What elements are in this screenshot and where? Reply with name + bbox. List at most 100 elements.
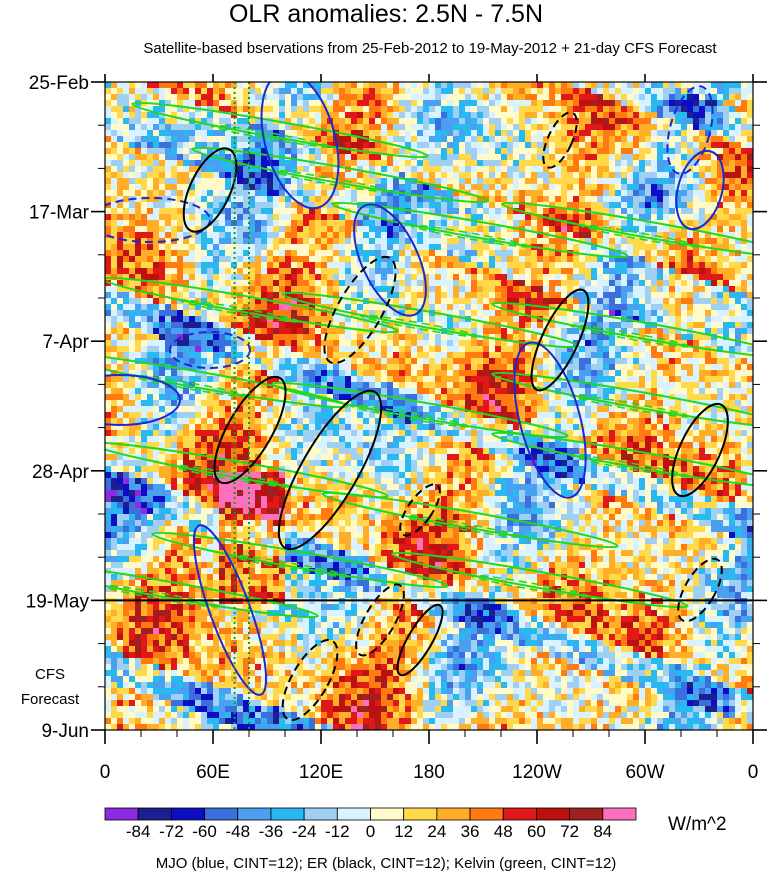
heat-cell: [645, 286, 652, 293]
heat-cell: [213, 286, 220, 293]
heat-cell: [123, 316, 130, 323]
heat-cell: [579, 298, 586, 305]
heat-cell: [663, 244, 670, 251]
heat-cell: [663, 226, 670, 233]
heat-cell: [591, 256, 598, 263]
heat-cell: [471, 352, 478, 359]
heat-cell: [561, 250, 568, 257]
heat-cell: [717, 184, 724, 191]
heat-cell: [147, 334, 154, 341]
heat-cell: [501, 214, 508, 221]
heat-cell: [243, 238, 250, 245]
heat-cell: [159, 184, 166, 191]
heat-cell: [507, 196, 514, 203]
heat-cell: [507, 352, 514, 359]
heat-cell: [645, 142, 652, 149]
heat-cell: [687, 274, 694, 281]
heat-cell: [153, 130, 160, 137]
heat-cell: [579, 244, 586, 251]
heat-cell: [195, 82, 202, 89]
heat-cell: [567, 238, 574, 245]
heat-cell: [135, 292, 142, 299]
heat-cell: [741, 328, 748, 335]
heat-cell: [591, 148, 598, 155]
heat-cell: [183, 136, 190, 143]
heat-cell: [591, 286, 598, 293]
heat-cell: [363, 166, 370, 173]
heat-cell: [225, 322, 232, 329]
heat-cell: [507, 322, 514, 329]
heat-cell: [633, 328, 640, 335]
heat-cell: [159, 220, 166, 227]
heat-cell: [369, 220, 376, 227]
heat-cell: [357, 100, 364, 107]
heat-cell: [501, 190, 508, 197]
heat-cell: [585, 328, 592, 335]
heat-cell: [495, 88, 502, 95]
heat-cell: [747, 310, 753, 317]
heat-cell: [183, 358, 190, 365]
heat-cell: [579, 346, 586, 353]
heat-cell: [273, 130, 280, 137]
heat-cell: [417, 142, 424, 149]
heat-cell: [471, 292, 478, 299]
heat-cell: [549, 214, 556, 221]
heat-cell: [291, 94, 298, 101]
heat-cell: [255, 256, 262, 263]
heat-cell: [645, 88, 652, 95]
heat-cell: [627, 226, 634, 233]
heat-cell: [693, 106, 700, 113]
heat-cell: [429, 316, 436, 323]
heat-cell: [393, 136, 400, 143]
heat-cell: [537, 124, 544, 131]
heat-cell: [459, 322, 466, 329]
heat-cell: [405, 88, 412, 95]
heat-cell: [393, 352, 400, 359]
heat-cell: [327, 262, 334, 269]
heat-cell: [597, 334, 604, 341]
heat-cell: [111, 82, 118, 89]
heat-cell: [165, 88, 172, 95]
heat-cell: [711, 226, 718, 233]
heat-cell: [669, 172, 676, 179]
heat-cell: [357, 334, 364, 341]
heat-cell: [573, 328, 580, 335]
heat-cell: [699, 154, 706, 161]
heat-cell: [411, 160, 418, 167]
heat-cell: [651, 94, 658, 101]
heat-cell: [459, 142, 466, 149]
heat-cell: [471, 298, 478, 305]
heat-cell: [405, 340, 412, 347]
heat-cell: [579, 316, 586, 323]
heat-cell: [591, 178, 598, 185]
heat-cell: [405, 316, 412, 323]
heat-cell: [441, 226, 448, 233]
heat-cell: [531, 346, 538, 353]
heat-cell: [111, 88, 118, 95]
heat-cell: [573, 166, 580, 173]
heat-cell: [255, 232, 262, 239]
heat-cell: [663, 268, 670, 275]
heat-cell: [429, 232, 436, 239]
heat-cell: [195, 316, 202, 323]
heat-cell: [177, 184, 184, 191]
heat-cell: [141, 178, 148, 185]
heat-cell: [555, 148, 562, 155]
heat-cell: [657, 178, 664, 185]
heat-cell: [177, 316, 184, 323]
heat-cell: [189, 232, 196, 239]
heat-cell: [255, 106, 262, 113]
heat-cell: [105, 118, 112, 125]
heat-cell: [717, 298, 724, 305]
heat-cell: [165, 358, 172, 365]
heat-cell: [153, 148, 160, 155]
heat-cell: [369, 334, 376, 341]
heat-cell: [597, 352, 604, 359]
heat-cell: [591, 280, 598, 287]
heat-cell: [453, 250, 460, 257]
heat-cell: [429, 166, 436, 173]
heat-cell: [273, 250, 280, 257]
heat-cell: [603, 208, 610, 215]
heat-cell: [129, 262, 136, 269]
heat-cell: [189, 124, 196, 131]
